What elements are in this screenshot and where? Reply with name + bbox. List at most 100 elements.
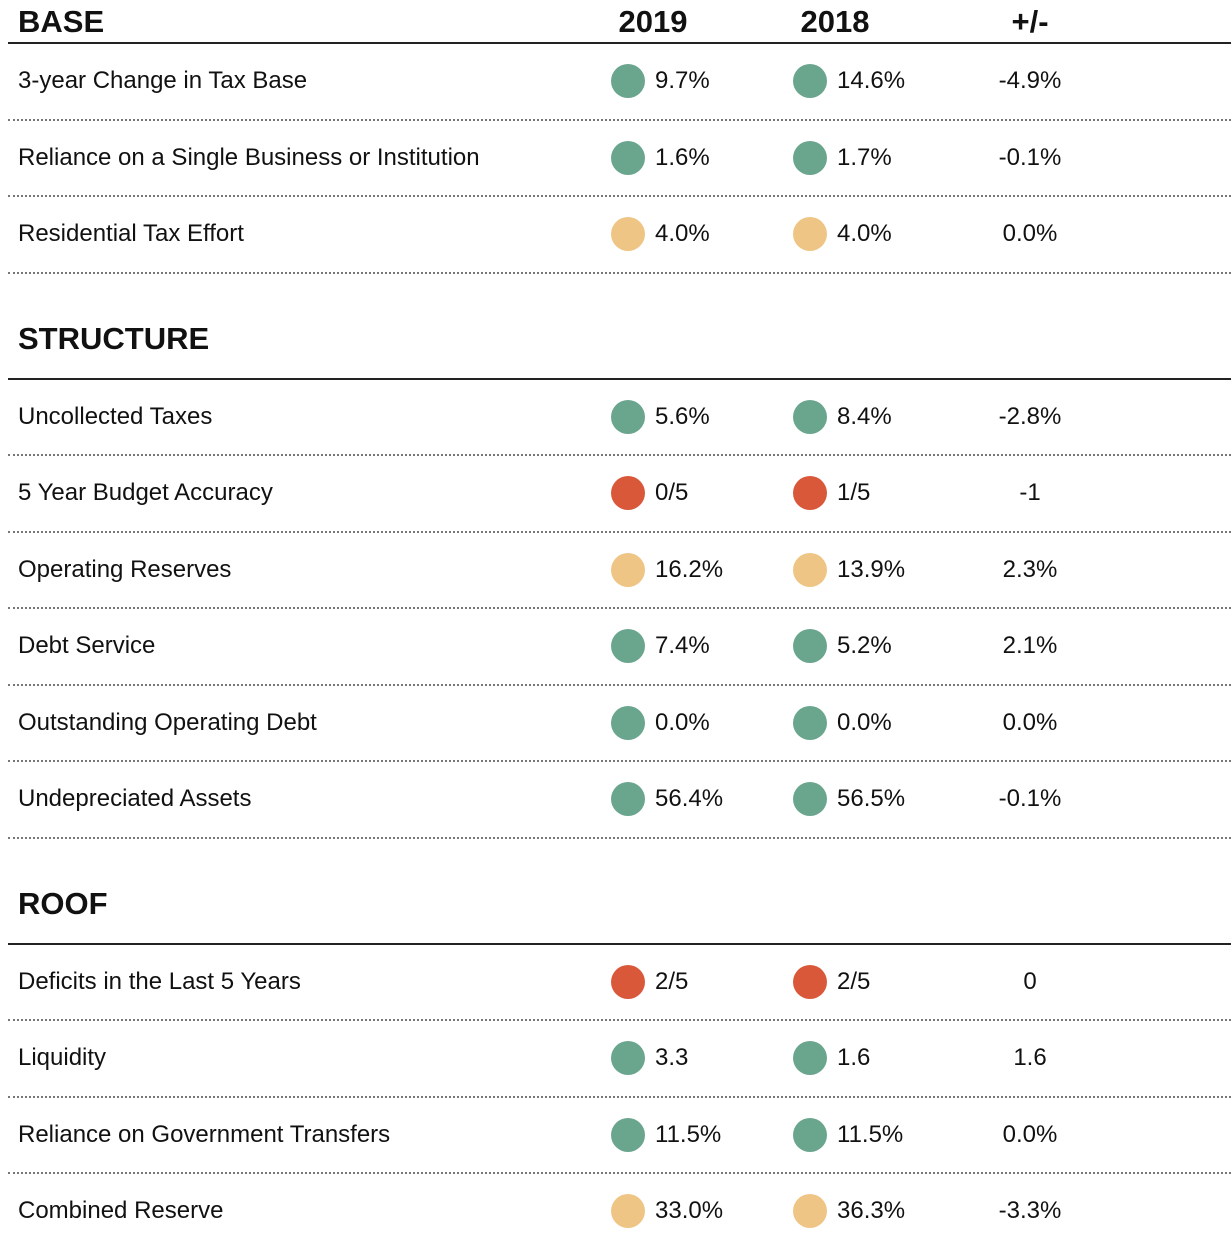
value-2018: 14.6%	[837, 67, 906, 94]
row-divider	[8, 760, 1231, 762]
row-divider	[8, 836, 1231, 839]
status-dot	[793, 64, 827, 98]
value-2018: 13.9%	[837, 555, 906, 583]
value-2019: 33.0%	[655, 1197, 724, 1224]
status-dot	[611, 476, 645, 510]
value-2018: 36.3%	[837, 1197, 906, 1224]
value-diff: -3.3%	[998, 1197, 1062, 1224]
status-dot	[611, 64, 645, 98]
value-2019: 9.7%	[655, 67, 710, 94]
status-dot	[611, 1041, 645, 1075]
status-dot	[793, 476, 827, 510]
status-dot	[611, 217, 645, 251]
column-header: 2018	[800, 4, 870, 39]
value-2019: 1.6%	[655, 143, 710, 171]
value-2018: 56.5%	[837, 785, 906, 812]
status-dot	[611, 629, 645, 663]
value-2019: 0/5	[655, 479, 689, 506]
value-diff: -4.9%	[998, 67, 1062, 94]
status-dot	[611, 552, 645, 587]
row-label: Reliance on a Single Business or Institu…	[18, 143, 480, 171]
status-dot	[793, 399, 827, 434]
status-dot	[611, 140, 645, 175]
status-dot	[793, 140, 827, 175]
row-divider	[8, 1019, 1231, 1021]
column-header: 2019	[618, 4, 688, 39]
row-divider	[8, 530, 1231, 533]
value-2018: 1.6	[837, 1044, 871, 1071]
value-diff: 2.1%	[1002, 632, 1058, 659]
value-2018: 1.7%	[837, 143, 892, 171]
section-title: STRUCTURE	[18, 320, 210, 356]
section-title: BASE	[18, 4, 105, 39]
row-label: Reliance on Government Transfers	[18, 1120, 391, 1148]
value-diff: -0.1%	[998, 143, 1062, 171]
row-label: Deficits in the Last 5 Years	[18, 967, 301, 995]
status-dot	[793, 964, 827, 999]
value-2018: 2/5	[837, 967, 871, 995]
row-label: Outstanding Operating Debt	[18, 708, 317, 736]
row-divider	[8, 454, 1231, 456]
column-header: +/-	[1011, 4, 1049, 39]
value-2018: 8.4%	[837, 402, 892, 430]
status-dot	[611, 399, 645, 434]
row-label: Debt Service	[18, 632, 156, 659]
status-dot	[611, 964, 645, 999]
status-dot	[611, 782, 645, 816]
row-divider	[8, 1095, 1231, 1098]
section-rule	[8, 42, 1231, 44]
status-dot	[793, 1117, 827, 1152]
value-diff: 1.6	[1013, 1044, 1047, 1071]
value-2019: 11.5%	[655, 1120, 722, 1148]
status-dot	[793, 782, 827, 816]
value-diff: 0.0%	[1002, 708, 1058, 736]
row-divider	[8, 195, 1231, 197]
value-2019: 4.0%	[655, 220, 710, 247]
status-dot	[793, 1194, 827, 1228]
value-2019: 2/5	[655, 967, 689, 995]
value-2018: 5.2%	[837, 632, 892, 659]
value-2018: 4.0%	[837, 220, 892, 247]
section-rule	[8, 377, 1231, 380]
value-2018: 1/5	[837, 479, 871, 506]
row-divider	[8, 271, 1231, 274]
value-2019: 56.4%	[655, 785, 724, 812]
value-2018: 0.0%	[837, 708, 892, 736]
status-dot	[793, 552, 827, 587]
status-dot	[611, 705, 645, 740]
status-dot	[611, 1194, 645, 1228]
status-dot	[793, 629, 827, 663]
row-divider	[8, 1172, 1231, 1174]
value-diff: 0	[1023, 967, 1037, 995]
status-dot	[793, 217, 827, 251]
value-2019: 5.6%	[655, 402, 710, 430]
value-2018: 11.5%	[837, 1120, 904, 1148]
section-title: ROOF	[18, 885, 108, 921]
value-2019: 3.3	[655, 1044, 689, 1071]
row-label: 3-year Change in Tax Base	[18, 67, 308, 94]
row-divider	[8, 683, 1231, 686]
value-diff: -1	[1019, 479, 1041, 506]
row-label: 5 Year Budget Accuracy	[18, 479, 273, 506]
value-2019: 7.4%	[655, 632, 710, 659]
row-label: Liquidity	[18, 1044, 107, 1071]
row-label: Residential Tax Effort	[18, 220, 244, 247]
row-label: Undepreciated Assets	[18, 785, 252, 812]
value-diff: -0.1%	[998, 785, 1062, 812]
value-diff: -2.8%	[998, 402, 1062, 430]
value-diff: 0.0%	[1002, 220, 1058, 247]
value-diff: 0.0%	[1002, 1120, 1058, 1148]
value-2019: 0.0%	[655, 708, 710, 736]
status-dot	[793, 705, 827, 740]
status-dot	[793, 1041, 827, 1075]
row-divider	[8, 607, 1231, 609]
row-label: Uncollected Taxes	[18, 402, 213, 430]
value-2019: 16.2%	[655, 555, 724, 583]
value-diff: 2.3%	[1002, 555, 1058, 583]
row-divider	[8, 118, 1231, 121]
row-label: Combined Reserve	[18, 1197, 224, 1224]
section-rule	[8, 942, 1231, 945]
row-label: Operating Reserves	[18, 555, 232, 583]
status-dot	[611, 1117, 645, 1152]
